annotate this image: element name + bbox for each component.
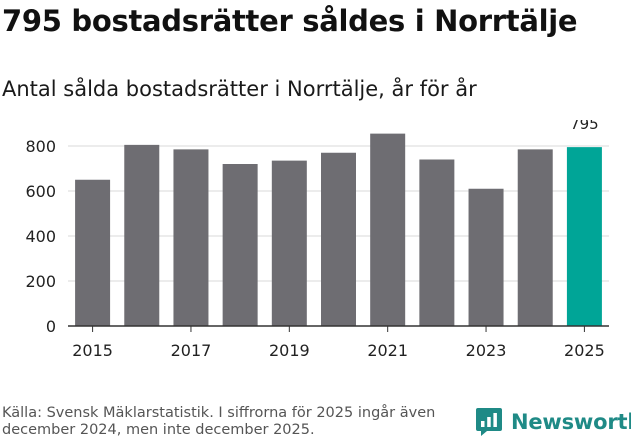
x-tick-label: 2025 <box>564 341 605 360</box>
brand-logo: Newsworthy <box>475 405 631 439</box>
y-tick-label: 0 <box>46 317 56 336</box>
source-note: Källa: Svensk Mäklarstatistik. I siffror… <box>2 405 436 438</box>
x-tick-label: 2023 <box>466 341 507 360</box>
bar-2024 <box>517 149 553 326</box>
bar-chart: 0 200 400 600 800 795 2015 2017 2019 2021 2023 2025 <box>25 120 609 360</box>
bar-2018 <box>222 164 258 326</box>
x-tick-label: 2019 <box>269 341 310 360</box>
bar-2015 <box>75 179 111 326</box>
bar-2020 <box>321 152 356 326</box>
brand-name: Newsworthy <box>511 410 631 434</box>
x-tick-label: 2017 <box>171 341 212 360</box>
data-label: 795 <box>570 120 599 133</box>
y-tick-label: 800 <box>25 137 56 156</box>
bar-2022 <box>419 159 455 326</box>
x-tick-label: 2015 <box>72 341 113 360</box>
bar-2025 <box>566 147 602 326</box>
bar-2019 <box>271 160 307 326</box>
bar-2016 <box>124 144 160 326</box>
y-tick-label: 200 <box>25 272 56 291</box>
bar-2023 <box>468 188 504 326</box>
newsworthy-logo-icon <box>476 408 502 436</box>
bar-2017 <box>173 149 209 326</box>
chart-title: 795 bostadsrätter såldes i Norrtälje <box>2 4 578 38</box>
bar-2021 <box>370 133 406 326</box>
y-tick-label: 400 <box>25 227 56 246</box>
x-tick-label: 2021 <box>367 341 408 360</box>
y-tick-label: 600 <box>25 182 56 201</box>
chart-subtitle: Antal sålda bostadsrätter i Norrtälje, å… <box>2 77 477 101</box>
